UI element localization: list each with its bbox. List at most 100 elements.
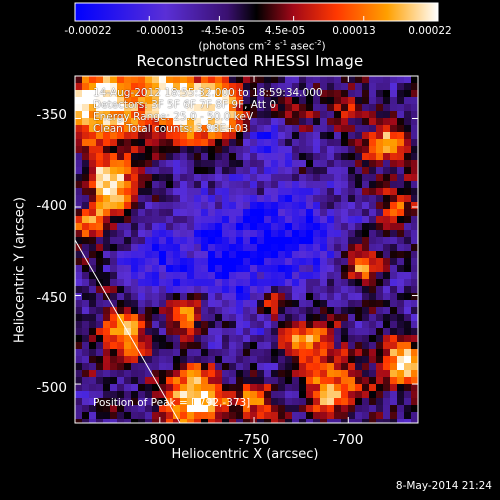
heatmap-cell [187, 153, 195, 161]
heatmap-cell [173, 391, 181, 399]
heatmap-cell [271, 314, 279, 322]
heatmap-cell [278, 202, 286, 210]
heatmap-cell [82, 111, 90, 119]
heatmap-cell [271, 153, 279, 161]
heatmap-cell [229, 160, 237, 168]
heatmap-cell [390, 97, 398, 105]
heatmap-cell [362, 244, 370, 252]
heatmap-cell [250, 174, 258, 182]
heatmap-cell [82, 139, 90, 147]
heatmap-cell [411, 258, 418, 266]
heatmap-cell [264, 314, 272, 322]
heatmap-cell [383, 195, 391, 203]
heatmap-cell [236, 76, 244, 84]
heatmap-cell [236, 223, 244, 231]
heatmap-cell [341, 111, 349, 119]
heatmap-cell [320, 265, 328, 273]
heatmap-cell [271, 111, 279, 119]
heatmap-cell [257, 384, 265, 392]
heatmap-cell [194, 335, 202, 343]
heatmap-cell [103, 398, 111, 406]
heatmap-cell [194, 139, 202, 147]
heatmap-cell [166, 384, 174, 392]
heatmap-cell [313, 223, 321, 231]
heatmap-cell [159, 104, 167, 112]
heatmap-cell [166, 307, 174, 315]
heatmap-cell [187, 412, 195, 420]
heatmap-cell [271, 321, 279, 329]
heatmap-cell [362, 328, 370, 336]
heatmap-cell [145, 230, 153, 238]
heatmap-cell [369, 195, 377, 203]
heatmap-cell [264, 307, 272, 315]
heatmap-cell [180, 237, 188, 245]
heatmap-cell [292, 314, 300, 322]
heatmap-cell [222, 293, 230, 301]
heatmap-cell [404, 146, 412, 154]
heatmap-cell [243, 279, 251, 287]
heatmap-cell [341, 188, 349, 196]
heatmap-cell [117, 405, 125, 413]
heatmap-cell [229, 314, 237, 322]
heatmap-cell [243, 146, 251, 154]
heatmap-cell [89, 83, 97, 91]
heatmap-cell [271, 251, 279, 259]
heatmap-cell [369, 90, 377, 98]
heatmap-cell [278, 328, 286, 336]
heatmap-cell [229, 384, 237, 392]
heatmap-cell [250, 251, 258, 259]
heatmap-cell [236, 335, 244, 343]
heatmap-cell [404, 111, 412, 119]
heatmap-cell [334, 160, 342, 168]
heatmap-cell [110, 174, 118, 182]
heatmap-cell [348, 111, 356, 119]
heatmap-cell [285, 153, 293, 161]
heatmap-cell [383, 398, 391, 406]
heatmap-cell [96, 181, 104, 189]
heatmap-cell [103, 384, 111, 392]
heatmap-cell [131, 76, 139, 84]
heatmap-cell [236, 83, 244, 91]
heatmap-cell [222, 237, 230, 245]
heatmap-cell [159, 160, 167, 168]
heatmap-cell [180, 363, 188, 371]
heatmap-cell [187, 83, 195, 91]
heatmap-cell [117, 118, 125, 126]
heatmap-cell [117, 139, 125, 147]
heatmap-cell [313, 363, 321, 371]
heatmap-cell [278, 181, 286, 189]
heatmap-cell [278, 223, 286, 231]
heatmap-cell [215, 328, 223, 336]
heatmap-cell [257, 335, 265, 343]
heatmap-cell [369, 314, 377, 322]
heatmap-cell [243, 209, 251, 217]
heatmap-cell [96, 111, 104, 119]
heatmap-cell [383, 314, 391, 322]
heatmap-cell [376, 335, 384, 343]
heatmap-cell [124, 272, 132, 280]
heatmap-cell [250, 349, 258, 357]
heatmap-cell [110, 286, 118, 294]
heatmap-cell [159, 258, 167, 266]
heatmap-cell [313, 146, 321, 154]
heatmap-cell [299, 90, 307, 98]
heatmap-cell [194, 405, 202, 413]
heatmap-cell [208, 377, 216, 385]
heatmap-cell [257, 146, 265, 154]
heatmap-cell [194, 125, 202, 133]
heatmap-cell [201, 300, 209, 308]
heatmap-cell [243, 223, 251, 231]
heatmap-cell [243, 104, 251, 112]
heatmap-cell [299, 363, 307, 371]
heatmap-cell [229, 174, 237, 182]
heatmap-cell [145, 342, 153, 350]
heatmap-cell [124, 363, 132, 371]
heatmap-cell [250, 272, 258, 280]
heatmap-cell [82, 216, 90, 224]
heatmap-cell [173, 314, 181, 322]
heatmap-cell [334, 195, 342, 203]
heatmap-cell [376, 174, 384, 182]
heatmap-cell [243, 335, 251, 343]
heatmap-cell [131, 419, 139, 423]
